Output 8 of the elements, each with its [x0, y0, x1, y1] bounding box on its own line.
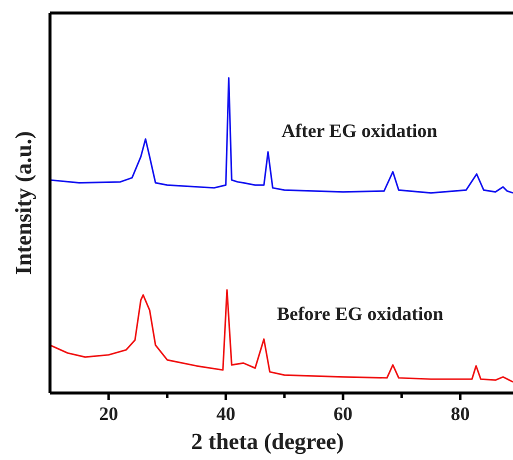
- x-tick-label: 20: [99, 404, 118, 425]
- x-tick-label: 40: [216, 404, 236, 425]
- series-label: Before EG oxidation: [276, 304, 444, 325]
- y-axis-title: Intensity (a.u.): [11, 131, 36, 275]
- x-axis-title: 2 theta (degree): [191, 429, 344, 455]
- x-tick-label: 60: [334, 404, 353, 425]
- x-tick-label: 80: [450, 404, 470, 425]
- series-label: After EG oxidation: [282, 121, 438, 142]
